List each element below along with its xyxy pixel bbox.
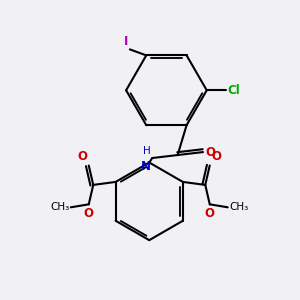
Text: O: O: [206, 146, 215, 159]
Text: CH₃: CH₃: [229, 202, 248, 212]
Text: N: N: [141, 160, 151, 172]
Text: Cl: Cl: [228, 84, 240, 97]
Text: O: O: [211, 150, 221, 163]
Text: CH₃: CH₃: [50, 202, 69, 212]
Text: O: O: [205, 207, 215, 220]
Text: O: O: [77, 150, 87, 163]
Text: O: O: [84, 207, 94, 220]
Text: H: H: [143, 146, 151, 156]
Text: I: I: [124, 35, 128, 48]
